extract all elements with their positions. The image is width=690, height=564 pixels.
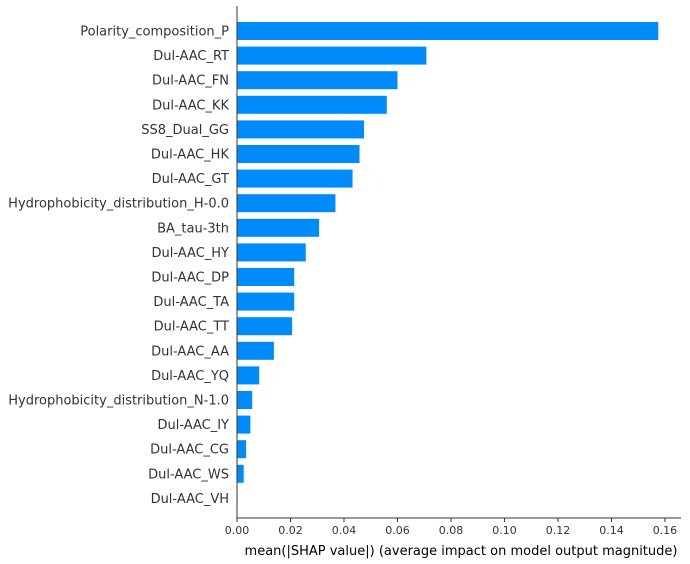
category-label-3: Dul-AAC_KK: [152, 98, 229, 113]
category-label-13: Dul-AAC_AA: [151, 344, 229, 359]
bar-10: [237, 268, 295, 286]
bar-17: [237, 440, 247, 459]
category-label-4: SS8_Dual_GG: [141, 123, 229, 138]
category-label-14: Dul-AAC_YQ: [151, 369, 229, 384]
x-tick-label-1: 0.02: [278, 524, 303, 537]
bar-18: [237, 464, 244, 483]
category-label-10: Dul-AAC_DP: [151, 271, 229, 286]
bar-16: [237, 415, 251, 434]
bar-4: [237, 120, 365, 139]
x-tick-label-4: 0.08: [439, 524, 464, 537]
category-labels: Polarity_composition_P Dul-AAC_RT Dul-AAC_…: [8, 25, 229, 507]
category-label-16: Dul-AAC_IY: [157, 418, 229, 433]
category-label-19: Dul-AAC_VH: [151, 492, 229, 507]
bar-14: [237, 366, 260, 385]
category-label-18: Dul-AAC_WS: [148, 467, 229, 482]
x-tick-label-6: 0.12: [546, 524, 571, 537]
category-label-17: Dul-AAC_CG: [150, 443, 229, 458]
category-label-6: Dul-AAC_GT: [152, 172, 229, 187]
bar-9: [237, 243, 306, 262]
category-label-5: Dul-AAC_HK: [151, 148, 230, 163]
bar-11: [237, 292, 295, 311]
x-tick-label-7: 0.14: [599, 524, 624, 537]
bar-5: [237, 145, 360, 163]
bar-3: [237, 95, 387, 114]
bar-0: [237, 22, 659, 40]
category-label-1: Dul-AAC_RT: [153, 49, 229, 64]
bar-8: [237, 218, 320, 237]
category-label-2: Dul-AAC_FN: [152, 74, 229, 89]
bar-1: [237, 46, 427, 65]
x-axis-label: mean(|SHAP value|) (average impact on mo…: [245, 544, 678, 559]
category-label-9: Dul-AAC_HY: [152, 246, 230, 261]
x-tick-label-2: 0.04: [332, 524, 357, 537]
x-tick-label-5: 0.10: [492, 524, 517, 537]
bar-6: [237, 169, 353, 188]
category-label-11: Dul-AAC_TA: [153, 295, 229, 310]
bar-12: [237, 317, 293, 336]
category-label-8: BA_tau-3th: [157, 221, 229, 236]
x-tick-label-3: 0.06: [385, 524, 410, 537]
x-axis: 0.00 0.02 0.04 0.06 0.08 0.10 0.12 0.14 0.16: [225, 6, 681, 537]
x-tick-label-0: 0.00: [225, 524, 250, 537]
bar-2: [237, 71, 398, 90]
x-tick-label-8: 0.16: [653, 524, 678, 537]
bar-7: [237, 194, 336, 213]
category-label-15: Hydrophobicity_distribution_N-1.0: [8, 394, 229, 409]
category-label-7: Hydrophobicity_distribution_H-0.0: [8, 197, 229, 212]
bars-layer: [237, 22, 659, 508]
bar-13: [237, 341, 274, 360]
category-label-12: Dul-AAC_TT: [154, 320, 229, 335]
bar-15: [237, 391, 253, 409]
category-label-0: Polarity_composition_P: [80, 25, 229, 40]
